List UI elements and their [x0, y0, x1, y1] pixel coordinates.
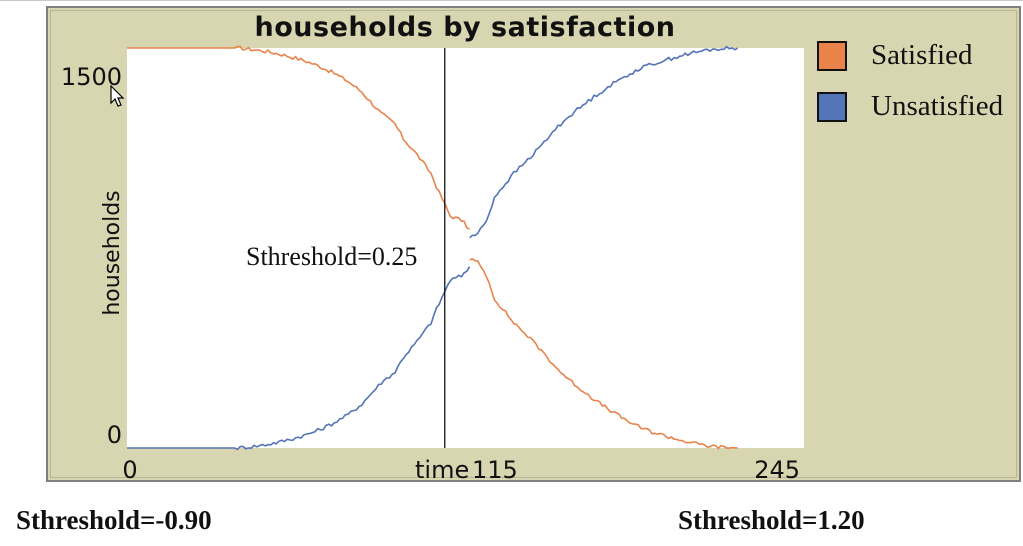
y-axis-label: households [100, 190, 125, 315]
series-line-unsatisfied-0 [127, 266, 471, 451]
mouse-cursor-icon [110, 85, 125, 107]
series-line-unsatisfied-1 [469, 45, 739, 239]
chart-annotation: Sthreshold=0.25 [246, 242, 418, 271]
caption-right: Sthreshold=1.20 [678, 505, 865, 535]
legend-swatch-satisfied [817, 41, 847, 71]
y-tick-min: 0 [107, 421, 122, 449]
window-top-border [0, 0, 1023, 1]
x-axis-label: time [415, 456, 469, 484]
series-line-satisfied-0 [127, 45, 471, 230]
x-tick-max: 245 [754, 456, 800, 484]
caption-left: Sthreshold=-0.90 [16, 505, 212, 535]
plot-widget-inner-border [50, 10, 1017, 478]
chart-title: households by satisfaction [254, 12, 676, 43]
x-marker-label: 115 [472, 456, 518, 484]
series-line-satisfied-1 [469, 258, 738, 450]
legend-swatch-unsatisfied [817, 92, 847, 122]
legend-label-unsatisfied: Unsatisfied [871, 90, 1004, 122]
series-layer [127, 45, 739, 451]
legend-label-satisfied: Satisfied [871, 39, 973, 71]
plot-area [127, 48, 804, 448]
x-tick-min: 0 [122, 456, 137, 484]
